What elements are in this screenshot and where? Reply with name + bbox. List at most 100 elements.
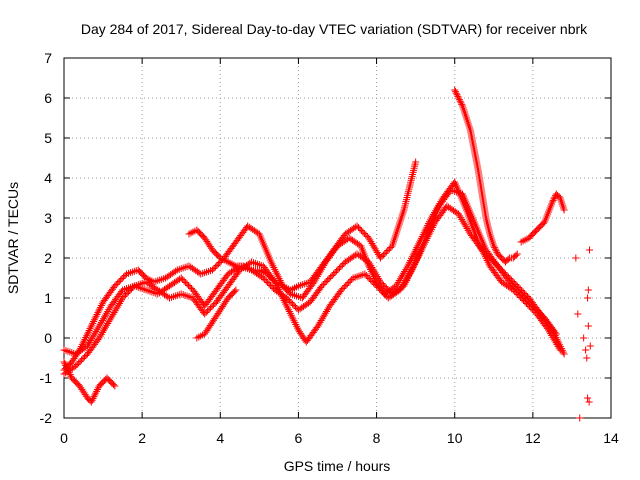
data-point-interp xyxy=(96,320,104,328)
data-point-interp xyxy=(491,260,499,267)
data-point xyxy=(585,398,593,406)
data-point-interp xyxy=(324,276,332,284)
data-point xyxy=(455,210,463,218)
data-point xyxy=(208,266,216,274)
data-point-interp xyxy=(90,318,98,326)
data-point xyxy=(72,362,80,370)
data-point-interp xyxy=(509,278,517,285)
data-point-interp xyxy=(321,279,329,287)
data-point xyxy=(111,382,119,390)
data-point-interp xyxy=(126,287,134,294)
data-point-interp xyxy=(397,273,405,281)
data-point-interp xyxy=(481,249,489,257)
data-point-interp xyxy=(211,263,219,271)
data-point xyxy=(318,282,326,290)
data-point xyxy=(584,394,592,402)
data-point-interp xyxy=(103,321,111,329)
data-point-interp xyxy=(85,326,93,334)
data-point-interp xyxy=(345,279,353,286)
data-point-interp xyxy=(406,270,414,278)
data-point-interp xyxy=(503,272,511,279)
data-point-interp xyxy=(370,267,378,275)
data-point-interp xyxy=(61,360,69,368)
data-point-interp xyxy=(213,262,221,269)
data-point-interp xyxy=(403,264,411,272)
chart-title: Day 284 of 2017, Sidereal Day-to-day VTE… xyxy=(81,21,588,37)
series-track-h xyxy=(517,190,568,246)
series-track-f xyxy=(193,286,240,342)
data-point-interp xyxy=(96,303,104,311)
data-point-interp xyxy=(403,273,411,281)
data-point-interp xyxy=(399,281,407,289)
data-point-interp xyxy=(374,274,382,282)
data-point-interp xyxy=(549,196,557,204)
data-point-interp xyxy=(315,320,323,328)
data-point-interp xyxy=(214,260,222,268)
data-point-interp xyxy=(335,264,343,272)
data-point-interp xyxy=(88,335,96,343)
data-point-interp xyxy=(90,331,98,339)
data-point-interp xyxy=(112,281,120,288)
data-point-interp xyxy=(360,230,368,237)
data-point-interp xyxy=(373,273,381,281)
data-point-interp xyxy=(381,250,389,257)
data-point-interp xyxy=(108,312,116,320)
data-point-interp xyxy=(461,221,469,229)
data-point-interp xyxy=(393,280,401,288)
data-point-interp xyxy=(81,335,89,343)
y-tick-label: 1 xyxy=(44,290,52,306)
data-point xyxy=(584,286,592,294)
data-point xyxy=(412,158,420,166)
data-point-interp xyxy=(96,305,104,313)
data-point xyxy=(584,294,592,302)
data-point-interp xyxy=(80,337,88,345)
data-point-interp xyxy=(337,263,345,270)
data-point-interp xyxy=(378,280,386,287)
data-point-interp xyxy=(510,279,518,287)
data-point-interp xyxy=(485,254,493,261)
x-tick-label: 6 xyxy=(295,430,303,446)
data-point xyxy=(376,254,384,262)
data-point-interp xyxy=(482,251,490,258)
data-point-interp xyxy=(399,271,407,279)
data-point-interp xyxy=(205,306,213,313)
data-point-interp xyxy=(93,387,101,395)
data-point-interp xyxy=(366,260,374,268)
data-point-interp xyxy=(460,219,468,227)
data-point-interp xyxy=(494,263,502,270)
data-point-interp xyxy=(120,273,128,281)
data-point-interp xyxy=(106,316,114,324)
data-point xyxy=(451,86,459,94)
data-point-interp xyxy=(172,267,180,275)
data-point-interp xyxy=(367,276,375,284)
data-point-interp xyxy=(395,277,403,285)
data-point-interp xyxy=(262,277,270,285)
data-point-interp xyxy=(268,283,276,291)
data-point-interp xyxy=(94,309,102,317)
data-point-interp xyxy=(519,288,527,296)
data-point-interp xyxy=(385,245,393,253)
data-point-interp xyxy=(110,309,118,317)
data-point-interp xyxy=(124,288,132,296)
data-point xyxy=(107,314,115,322)
data-point-interp xyxy=(286,297,294,305)
data-point-interp xyxy=(400,279,408,287)
data-point-interp xyxy=(462,223,470,231)
data-point-interp xyxy=(320,311,328,319)
y-tick-label: 4 xyxy=(44,170,52,186)
data-point xyxy=(83,330,91,338)
data-point-interp xyxy=(114,301,122,309)
data-point-interp xyxy=(506,275,514,282)
data-point-interp xyxy=(374,250,382,258)
data-point-interp xyxy=(378,288,386,296)
data-point-interp xyxy=(488,257,496,264)
data-point-interp xyxy=(380,290,388,297)
data-point-interp xyxy=(111,307,119,315)
data-point-interp xyxy=(319,281,327,288)
data-point xyxy=(83,342,91,350)
data-point-interp xyxy=(457,99,465,107)
y-tick-label: -2 xyxy=(40,410,53,426)
data-point-interp xyxy=(91,391,99,399)
